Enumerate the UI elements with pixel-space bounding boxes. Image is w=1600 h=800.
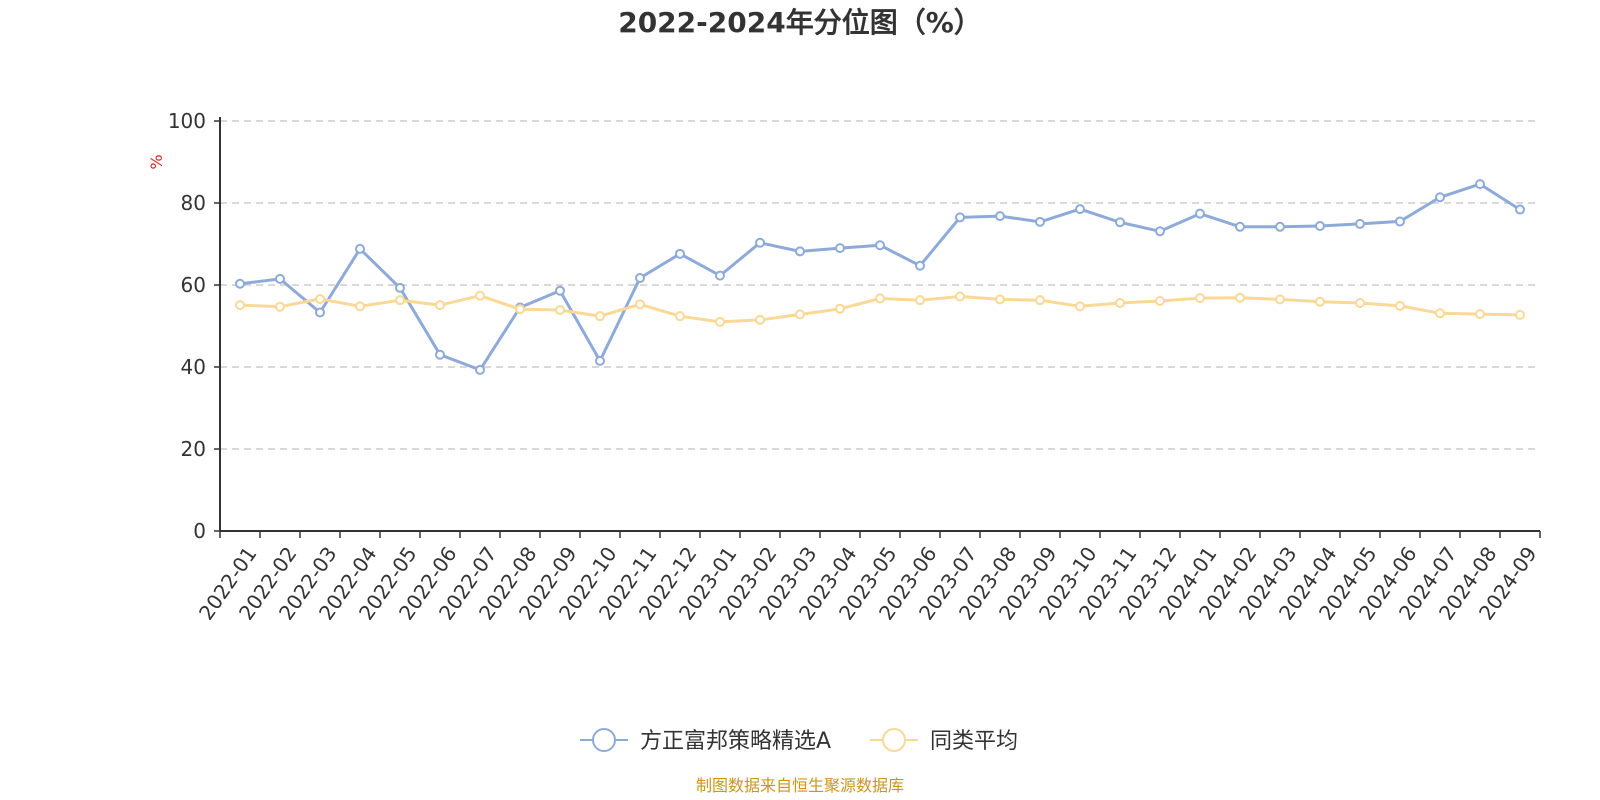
data-point bbox=[1195, 208, 1205, 219]
data-point bbox=[915, 295, 925, 306]
data-point bbox=[1435, 192, 1445, 203]
data-point bbox=[835, 243, 845, 254]
legend: 方正富邦策略精选A 同类平均 bbox=[580, 728, 1018, 754]
y-axis-unit: % bbox=[147, 154, 166, 169]
data-point bbox=[1035, 295, 1045, 306]
data-point bbox=[1515, 204, 1525, 215]
y-axis-ticks: 0 20 40 60 80 100 bbox=[168, 109, 220, 543]
y-tick-label: 60 bbox=[181, 273, 206, 297]
y-tick-label: 80 bbox=[181, 191, 206, 215]
data-point bbox=[795, 246, 805, 257]
data-point bbox=[1395, 216, 1405, 227]
data-point bbox=[275, 301, 285, 312]
data-point bbox=[1075, 204, 1085, 215]
data-point bbox=[1315, 296, 1325, 307]
data-point bbox=[235, 300, 245, 311]
data-point bbox=[435, 300, 445, 311]
data-point bbox=[1275, 294, 1285, 305]
data-point bbox=[1075, 301, 1085, 312]
data-point bbox=[715, 270, 725, 281]
data-point bbox=[595, 311, 605, 322]
source-note: 制图数据来自恒生聚源数据库 bbox=[696, 776, 904, 795]
data-point bbox=[1475, 309, 1485, 320]
chart-title: 2022-2024年分位图（%） bbox=[618, 6, 982, 39]
data-point bbox=[1195, 293, 1205, 304]
series-group bbox=[235, 179, 1525, 375]
data-point bbox=[1155, 226, 1165, 237]
series-line-1 bbox=[239, 182, 1521, 372]
data-point bbox=[955, 212, 965, 223]
data-point bbox=[1435, 308, 1445, 319]
data-point bbox=[995, 294, 1005, 305]
data-point bbox=[995, 211, 1005, 222]
data-point bbox=[1155, 295, 1165, 306]
data-point bbox=[1275, 221, 1285, 232]
legend-marker bbox=[592, 728, 616, 752]
y-tick-label: 100 bbox=[168, 109, 206, 133]
data-point bbox=[395, 295, 405, 306]
x-axis-ticks: 2022-012022-022022-032022-042022-052022-… bbox=[194, 531, 1542, 624]
data-point bbox=[515, 304, 525, 315]
data-point bbox=[875, 293, 885, 304]
data-point bbox=[835, 303, 845, 314]
data-point bbox=[1235, 221, 1245, 232]
data-point bbox=[1395, 300, 1405, 311]
data-point bbox=[635, 273, 645, 284]
data-point bbox=[755, 237, 765, 248]
data-point bbox=[355, 243, 365, 254]
data-point bbox=[675, 311, 685, 322]
data-point bbox=[1355, 298, 1365, 309]
data-point bbox=[1035, 216, 1045, 227]
data-point bbox=[435, 349, 445, 360]
data-point bbox=[475, 364, 485, 375]
y-tick-label: 40 bbox=[181, 355, 206, 379]
data-point bbox=[1355, 218, 1365, 229]
data-point bbox=[795, 309, 805, 320]
data-point bbox=[1235, 292, 1245, 303]
y-tick-label: 20 bbox=[181, 437, 206, 461]
grid-lines bbox=[220, 120, 1540, 450]
data-point bbox=[1475, 179, 1485, 190]
data-point bbox=[595, 355, 605, 366]
data-point bbox=[315, 307, 325, 318]
data-point bbox=[355, 301, 365, 312]
data-point bbox=[1115, 217, 1125, 228]
data-point bbox=[475, 290, 485, 301]
data-point bbox=[915, 260, 925, 271]
data-point bbox=[755, 314, 765, 325]
legend-label: 同类平均 bbox=[930, 729, 1018, 754]
axes bbox=[219, 117, 1540, 532]
data-point bbox=[395, 282, 405, 293]
data-point bbox=[675, 248, 685, 259]
data-point bbox=[555, 305, 565, 316]
data-point bbox=[275, 273, 285, 284]
legend-label: 方正富邦策略精选A bbox=[640, 729, 831, 754]
data-point bbox=[955, 291, 965, 302]
legend-marker bbox=[882, 728, 906, 752]
data-point bbox=[235, 278, 245, 289]
data-point bbox=[875, 240, 885, 251]
data-point bbox=[555, 285, 565, 296]
data-point bbox=[1515, 309, 1525, 320]
data-point bbox=[315, 293, 325, 304]
data-point bbox=[1315, 220, 1325, 231]
y-tick-label: 0 bbox=[193, 519, 206, 543]
data-point bbox=[1115, 298, 1125, 309]
data-point bbox=[635, 299, 645, 310]
data-point bbox=[715, 316, 725, 327]
